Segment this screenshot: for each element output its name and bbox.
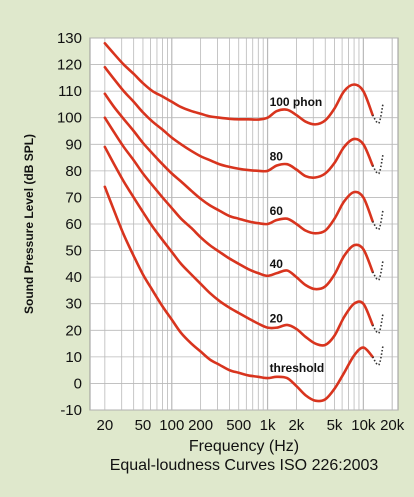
curve-extension	[371, 154, 384, 175]
y-tick-label: 70	[65, 189, 82, 206]
curve-label: 80	[270, 150, 284, 164]
curve-40	[103, 116, 374, 291]
y-tick-label: 80	[65, 163, 82, 180]
curve-extension	[371, 346, 384, 366]
x-tick-label: 1k	[260, 417, 276, 434]
x-tick-label: 500	[226, 417, 251, 434]
curve-label: 40	[270, 257, 284, 271]
curve-extension	[371, 210, 384, 231]
y-tick-label: 60	[65, 216, 82, 233]
curve-80	[103, 65, 374, 179]
y-tick-label: 20	[65, 322, 82, 339]
curves	[103, 42, 384, 403]
curve-20	[103, 145, 374, 347]
curve-labels: 100 phon 80 60 40 20 threshold	[270, 95, 325, 375]
y-tick-label: 130	[57, 30, 82, 47]
x-tick-label: 5k	[327, 417, 343, 434]
x-tick-label: 50	[135, 417, 152, 434]
y-tick-label: 0	[74, 375, 82, 392]
y-tick-label: 100	[57, 110, 82, 127]
y-tick-label: 40	[65, 269, 82, 286]
x-tick-label: 100	[159, 417, 184, 434]
curve-100-phon	[103, 42, 374, 126]
x-axis-title: Frequency (Hz)	[189, 438, 299, 455]
y-tick-label: 90	[65, 136, 82, 153]
y-tick-label: 10	[65, 349, 82, 366]
y-tick-label: 110	[58, 83, 82, 100]
curve-label: 60	[270, 204, 284, 218]
x-tick-label: 2k	[288, 417, 304, 434]
curve-extension	[371, 261, 384, 281]
x-tick-label: 10k	[351, 417, 376, 434]
y-tick-label: 120	[57, 57, 82, 74]
curve-label: threshold	[270, 361, 325, 375]
curve-60	[103, 92, 374, 235]
curve-threshold	[103, 185, 374, 403]
x-tick-label: 200	[188, 417, 213, 434]
curve-label: 20	[270, 312, 284, 326]
curve-extension	[371, 104, 384, 125]
y-tick-label: 30	[65, 296, 82, 313]
y-axis-title: Sound Pressure Level (dB SPL)	[22, 134, 36, 314]
curve-extension	[371, 314, 384, 334]
tick-labels: -10 0 10 20 30 40 50 60 70 80 90 100 110 120 130 20 50 10…	[57, 30, 405, 434]
x-tick-label: 20	[96, 417, 113, 434]
chart-title: Equal-loudness Curves ISO 226:2003	[110, 457, 379, 474]
curve-label: 100 phon	[270, 95, 323, 109]
x-tick-label: 20k	[380, 417, 405, 434]
y-tick-label: 50	[65, 243, 82, 260]
y-tick-label: -10	[60, 402, 82, 419]
